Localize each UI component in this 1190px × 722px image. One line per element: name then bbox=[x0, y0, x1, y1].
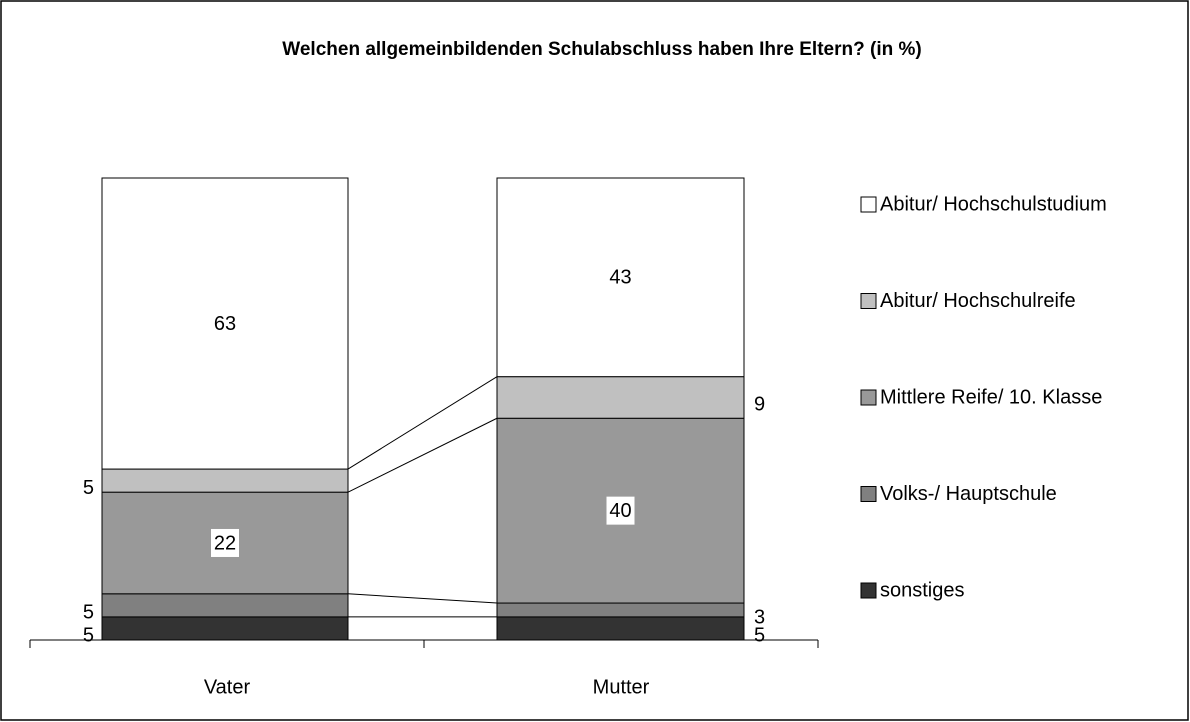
legend-swatch bbox=[860, 293, 877, 309]
legend-label: Abitur/ Hochschulstudium bbox=[880, 193, 1107, 215]
bar-segment bbox=[101, 616, 349, 641]
label-bg bbox=[606, 496, 635, 525]
x-tick-label: Vater bbox=[204, 676, 251, 698]
legend-swatch bbox=[860, 486, 877, 502]
bar-segment bbox=[496, 376, 745, 419]
label-bg bbox=[606, 263, 635, 292]
legend-swatch bbox=[860, 196, 877, 213]
bar-segment bbox=[101, 593, 349, 618]
legend-label: sonstiges bbox=[880, 579, 965, 601]
data-label: 5 bbox=[754, 625, 765, 647]
bar-segment bbox=[101, 468, 349, 493]
series-line bbox=[347, 593, 498, 604]
legend-swatch bbox=[860, 582, 877, 599]
chart-title: Welchen allgemeinbildenden Schulabschlus… bbox=[282, 39, 921, 60]
data-label: 3 bbox=[754, 606, 765, 628]
legend-label: Volks-/ Hauptschule bbox=[880, 483, 1057, 505]
legend-label: Abitur/ Hochschulreife bbox=[880, 290, 1076, 312]
bar-segment bbox=[496, 602, 745, 618]
data-label: 5 bbox=[83, 477, 94, 499]
series-line bbox=[347, 417, 498, 493]
data-label: 22 bbox=[214, 532, 236, 554]
bar-segment bbox=[496, 616, 745, 641]
data-label: 63 bbox=[214, 313, 236, 335]
legend-label: Mittlere Reife/ 10. Klasse bbox=[880, 386, 1102, 408]
data-label: 5 bbox=[83, 602, 94, 624]
series-line bbox=[347, 376, 498, 470]
label-bg bbox=[211, 309, 239, 338]
x-tick-label: Mutter bbox=[593, 676, 650, 698]
label-bg bbox=[211, 528, 239, 557]
data-label: 40 bbox=[609, 500, 631, 522]
data-label: 5 bbox=[83, 625, 94, 647]
legend-swatch bbox=[860, 389, 877, 406]
data-label: 43 bbox=[609, 267, 631, 289]
data-label: 9 bbox=[754, 394, 765, 416]
